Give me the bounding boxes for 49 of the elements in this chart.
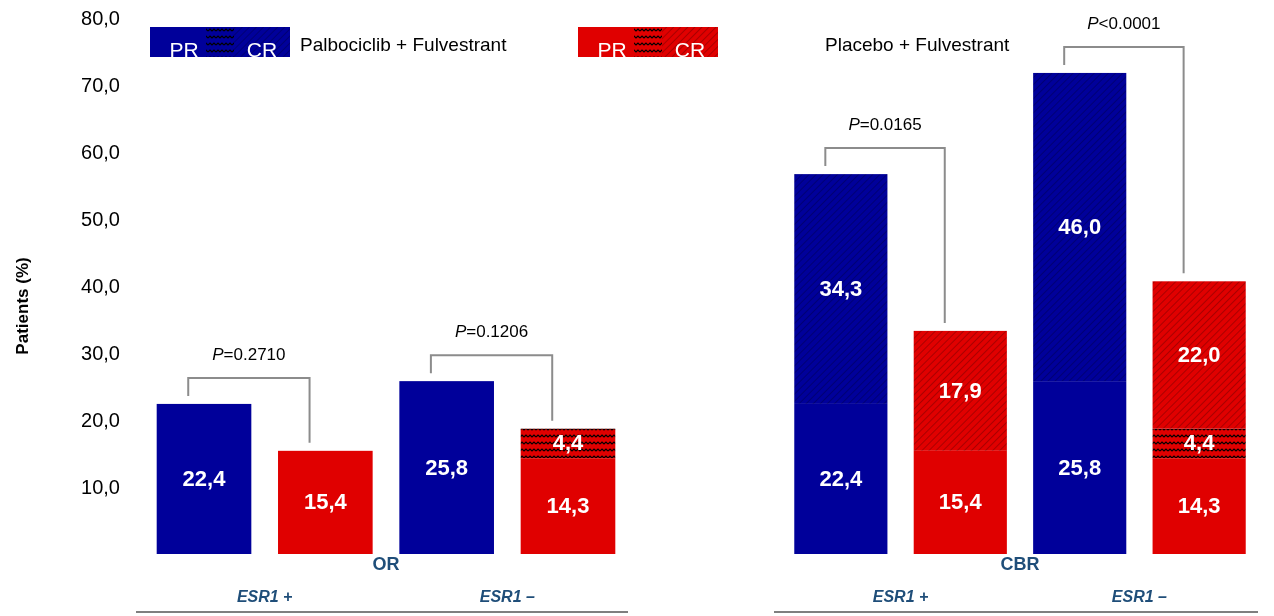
bar — [278, 450, 373, 554]
annotation: P=0.0165 — [848, 115, 922, 135]
data-label: 22,4 — [819, 465, 864, 491]
data-label: 25,8 — [1058, 454, 1102, 480]
data-label: 34,3 — [819, 276, 863, 302]
x-tick-label: ESR1 + — [872, 588, 929, 605]
annotation: P<0.0001 — [1087, 13, 1161, 33]
data-label: 22,4 — [182, 465, 227, 491]
bar — [1152, 458, 1246, 554]
data-label: 25,8 — [425, 454, 469, 480]
bar — [913, 330, 1007, 451]
data-label: 46,0 — [1058, 214, 1102, 240]
x-axis-title: CBR — [1000, 554, 1040, 574]
annotation: P=0.2710 — [212, 344, 286, 364]
bar — [520, 458, 616, 554]
annotation: Palbociclib + Fulvestrant — [300, 34, 508, 55]
bar — [399, 381, 494, 554]
data-label: 14,3 — [1177, 493, 1221, 519]
text: PR — [597, 38, 627, 61]
annotation: Placebo + Fulvestrant — [825, 34, 1011, 55]
y-tick-label: 30,0 — [81, 342, 120, 364]
bar — [794, 174, 888, 404]
x-tick-label: ESR1 + — [236, 588, 293, 605]
bar — [913, 450, 1007, 554]
bar — [156, 403, 252, 554]
text: CR — [674, 38, 706, 61]
data-label: 15,4 — [938, 489, 983, 515]
y-tick-label: 40,0 — [81, 275, 120, 297]
text: PR — [169, 38, 199, 61]
y-tick-label: 70,0 — [81, 74, 120, 96]
y-axis-title: Patients (%) — [13, 257, 32, 355]
x-tick-label: ESR1 – — [1111, 588, 1168, 605]
x-axis-title: OR — [372, 554, 400, 574]
y-tick-label: 50,0 — [81, 208, 120, 230]
data-label: 14,3 — [546, 493, 590, 519]
y-tick-label: 10,0 — [81, 476, 120, 498]
bar — [794, 403, 888, 554]
text: CR — [246, 38, 278, 61]
x-tick-label: ESR1 – — [479, 588, 535, 605]
annotation: P=0.1206 — [454, 322, 529, 342]
y-tick-label: 60,0 — [81, 141, 120, 163]
bar — [1033, 381, 1127, 554]
data-label: 22,0 — [1177, 342, 1221, 368]
y-tick-label: 20,0 — [81, 409, 120, 431]
y-tick-label: 80,0 — [81, 7, 120, 29]
data-label: 17,9 — [938, 377, 982, 403]
data-label: 15,4 — [303, 489, 348, 515]
bar — [1033, 72, 1127, 382]
bar — [1152, 281, 1246, 429]
